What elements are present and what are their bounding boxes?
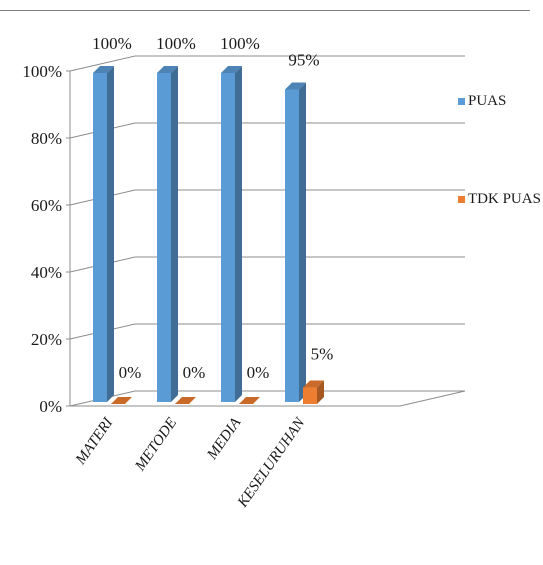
bar-puas: [93, 66, 114, 402]
legend-item-tdk-puas: TDK PUAS: [458, 191, 541, 208]
top-border: [0, 10, 530, 11]
bar-puas: [157, 66, 178, 402]
legend-swatch-puas: [458, 98, 465, 105]
data-label: 95%: [288, 50, 319, 69]
x-category-label: METODE: [132, 415, 180, 475]
legend-swatch-tdk-puas: [458, 196, 465, 203]
bar-tdk-puas: [303, 380, 324, 404]
y-tick-connector: [69, 55, 136, 72]
legend-label-tdk-puas: TDK PUAS: [468, 191, 541, 207]
bar-tdk-puas: [175, 397, 196, 404]
bar-tdk-puas: [111, 397, 132, 404]
data-label: 100%: [92, 34, 132, 53]
y-tick-label: 60%: [31, 196, 62, 215]
data-label: 0%: [247, 363, 270, 382]
data-label: 0%: [183, 363, 206, 382]
bar-puas: [221, 66, 242, 402]
y-tick-label: 80%: [31, 129, 62, 148]
legend-label-puas: PUAS: [468, 93, 507, 109]
x-category-label: KESELURUHAN: [234, 414, 308, 511]
x-category-label: MATERI: [72, 414, 117, 468]
data-label: 100%: [156, 34, 196, 53]
data-label: 5%: [311, 345, 334, 364]
data-label: 100%: [220, 34, 260, 53]
y-tick-label: 100%: [22, 62, 62, 81]
data-label: 0%: [119, 363, 142, 382]
y-tick-label: 0%: [39, 397, 62, 416]
bar-tdk-puas: [239, 397, 260, 404]
y-tick-label: 40%: [31, 263, 62, 282]
legend-item-puas: PUAS: [458, 93, 506, 110]
y-tick-label: 20%: [31, 330, 62, 349]
x-category-label: MEDIA: [204, 414, 245, 463]
bar-puas: [285, 82, 306, 402]
